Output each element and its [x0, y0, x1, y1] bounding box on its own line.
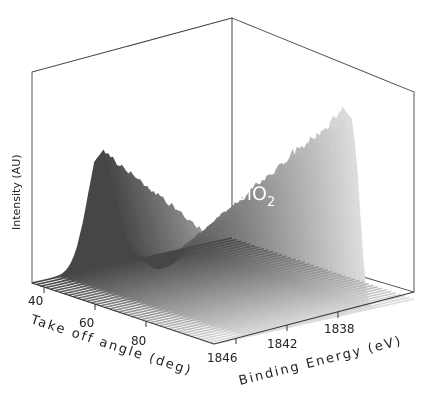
surface-strip: [31, 149, 233, 284]
z-axis-title: Binding Energy (eV): [237, 334, 404, 389]
x-tick-80: 80: [131, 334, 146, 348]
x-axis-title: Take off angle (deg): [28, 312, 194, 379]
z-tick-marks: [235, 312, 339, 344]
z-tick-1838: 1838: [324, 322, 355, 336]
z-tick-1846: 1846: [207, 351, 238, 365]
z-axis-line: [213, 291, 415, 345]
sample-annotation: 4 nm SiO2: [180, 183, 275, 210]
x-tick-60: 60: [79, 316, 94, 330]
surface-plot: [31, 105, 415, 345]
box-front-edge: [31, 17, 233, 73]
y-axis-title: Intensity (AU): [10, 154, 23, 230]
z-tick-1842: 1842: [267, 337, 298, 351]
x-tick-marks: [43, 287, 147, 327]
x-axis-line: [31, 282, 215, 345]
x-tick-40: 40: [28, 294, 43, 308]
annotation-subscript: 2: [267, 195, 275, 210]
annotation-main: 4 nm SiO: [180, 183, 267, 205]
